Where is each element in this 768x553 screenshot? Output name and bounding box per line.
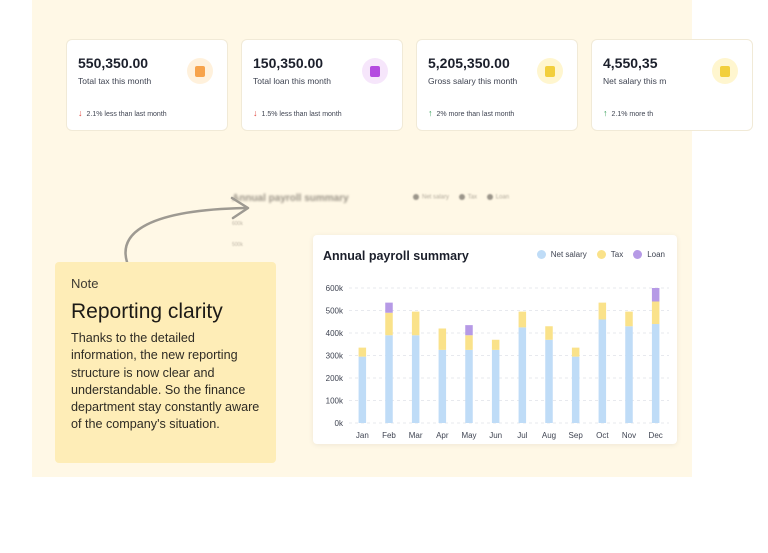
arrow-up-icon: ↑ (428, 108, 433, 118)
bar-segment-net-salary (545, 339, 553, 423)
card-label: Net salary this m (603, 76, 667, 86)
background-legend-tax: Tax (467, 194, 478, 201)
bar-segment-net-salary (358, 356, 367, 423)
y-tick-label: 0k (335, 419, 344, 428)
legend-swatch-loan (633, 250, 643, 259)
bar-segment-tax (411, 311, 420, 336)
bar-segment-tax (491, 339, 500, 350)
card-change-text: 1.5% less than last month (261, 111, 342, 118)
document-icon (712, 58, 738, 84)
card-value: 5,205,350.00 (428, 55, 510, 71)
x-tick-label: Mar (409, 431, 423, 440)
bar-segment-net-salary (625, 326, 633, 423)
note-heading: Reporting clarity (71, 300, 223, 323)
summary-card[interactable]: 150,350.00 Total loan this month ↓ 1.5% les… (241, 39, 403, 131)
x-tick-label: Aug (542, 431, 556, 440)
card-change: ↑ 2% more than last month (428, 108, 514, 118)
summary-card[interactable]: 5,205,350.00 Gross salary this month ↑ 2% m… (416, 39, 578, 131)
x-tick-label: Jun (489, 431, 502, 440)
note-body: Thanks to the detailed information, the … (71, 331, 260, 432)
bar-segment-tax (438, 328, 447, 350)
legend-swatch-tax (596, 250, 606, 259)
arrow-up-icon: ↑ (603, 108, 608, 118)
bar-segment-tax (358, 347, 367, 357)
y-tick-label: 400k (326, 329, 344, 338)
legend-tax: Tax (610, 250, 624, 259)
chart-legend: Net salary Tax Loan (527, 250, 665, 259)
bar-segment-net-salary (411, 335, 420, 423)
bar-segment-net-salary (385, 335, 393, 423)
bar-segment-tax (545, 326, 553, 340)
card-value: 550,350.00 (78, 55, 149, 71)
note-card: Note Reporting clarity Thanks to the det… (55, 262, 276, 463)
arrow-down-icon: ↓ (253, 108, 258, 118)
card-change: ↑ 2.1% more th (603, 108, 653, 118)
arrow-down-icon: ↓ (78, 108, 83, 118)
x-tick-label: Nov (622, 431, 636, 440)
card-change-text: 2.1% less than last month (86, 111, 167, 118)
card-change-text: 2% more than last month (436, 111, 515, 118)
document-icon (187, 58, 213, 84)
legend-loan: Loan (647, 250, 665, 259)
bar-segment-tax (518, 311, 527, 328)
payroll-chart-card: Annual payroll summary Net salary Tax Lo… (313, 235, 677, 444)
x-tick-label: Apr (436, 431, 449, 440)
x-tick-label: Feb (382, 431, 396, 440)
bar-segment-net-salary (598, 319, 607, 423)
card-label: Total tax this month (78, 76, 152, 86)
chart-plot: 0k 100k 200k 300k 400k 500k 600k Jan Feb Mar Apr Ma… (326, 284, 669, 440)
background-tick: 500k (232, 242, 243, 248)
bar-segment-net-salary (438, 349, 447, 423)
card-value: 4,550,35 (603, 55, 658, 71)
bar-segment-loan (465, 325, 473, 336)
bar-segment-tax (625, 311, 633, 327)
card-change: ↓ 2.1% less than last month (78, 108, 167, 118)
card-label: Total loan this month (253, 76, 331, 86)
bar-segment-tax (465, 335, 473, 350)
x-tick-label: Dec (649, 431, 663, 440)
y-tick-label: 200k (326, 374, 344, 383)
legend-swatch-net (536, 250, 546, 259)
card-change: ↓ 1.5% less than last month (253, 108, 342, 118)
background-legend-net: Net salary (422, 194, 450, 201)
card-label: Gross salary this month (428, 76, 518, 86)
x-tick-label: Jul (517, 431, 527, 440)
y-tick-label: 100k (326, 397, 344, 406)
bar-segment-net-salary (518, 327, 527, 423)
document-icon (362, 58, 388, 84)
card-change-text: 2.1% more th (611, 111, 654, 118)
y-tick-label: 600k (326, 284, 344, 293)
note-tag: Note (71, 276, 99, 291)
background-tick: 600k (232, 221, 243, 227)
bar-segment-tax (651, 301, 660, 324)
y-tick-label: 500k (326, 307, 344, 316)
document-icon (537, 58, 563, 84)
bar-segment-net-salary (651, 324, 660, 423)
bar-segment-net-salary (491, 349, 500, 423)
x-tick-label: Sep (569, 431, 584, 440)
x-tick-label: Jan (356, 431, 369, 440)
bar-segment-net-salary (465, 349, 473, 423)
bar-segment-tax (385, 312, 393, 336)
background-legend-loan: Loan (495, 194, 510, 201)
bar-segment-net-salary (571, 356, 580, 423)
x-tick-label: Oct (596, 431, 609, 440)
y-tick-label: 300k (326, 352, 344, 361)
chart-title: Annual payroll summary (323, 249, 469, 263)
summary-card[interactable]: 550,350.00 Total tax this month ↓ 2.1% less… (66, 39, 228, 131)
summary-cards: 550,350.00 Total tax this month ↓ 2.1% less… (66, 39, 766, 131)
background-chart-legend: Net salary Tax Loan (405, 194, 509, 201)
summary-card[interactable]: 4,550,35 Net salary this m ↑ 2.1% more th (591, 39, 753, 131)
legend-net-salary: Net salary (550, 250, 587, 259)
card-value: 150,350.00 (253, 55, 324, 71)
x-tick-label: May (461, 431, 476, 440)
bar-segment-tax (571, 347, 580, 357)
bar-segment-tax (598, 302, 607, 320)
background-chart-title: Annual payroll summary (232, 193, 349, 204)
bar-segment-loan (651, 288, 660, 302)
bar-segment-loan (385, 302, 393, 313)
